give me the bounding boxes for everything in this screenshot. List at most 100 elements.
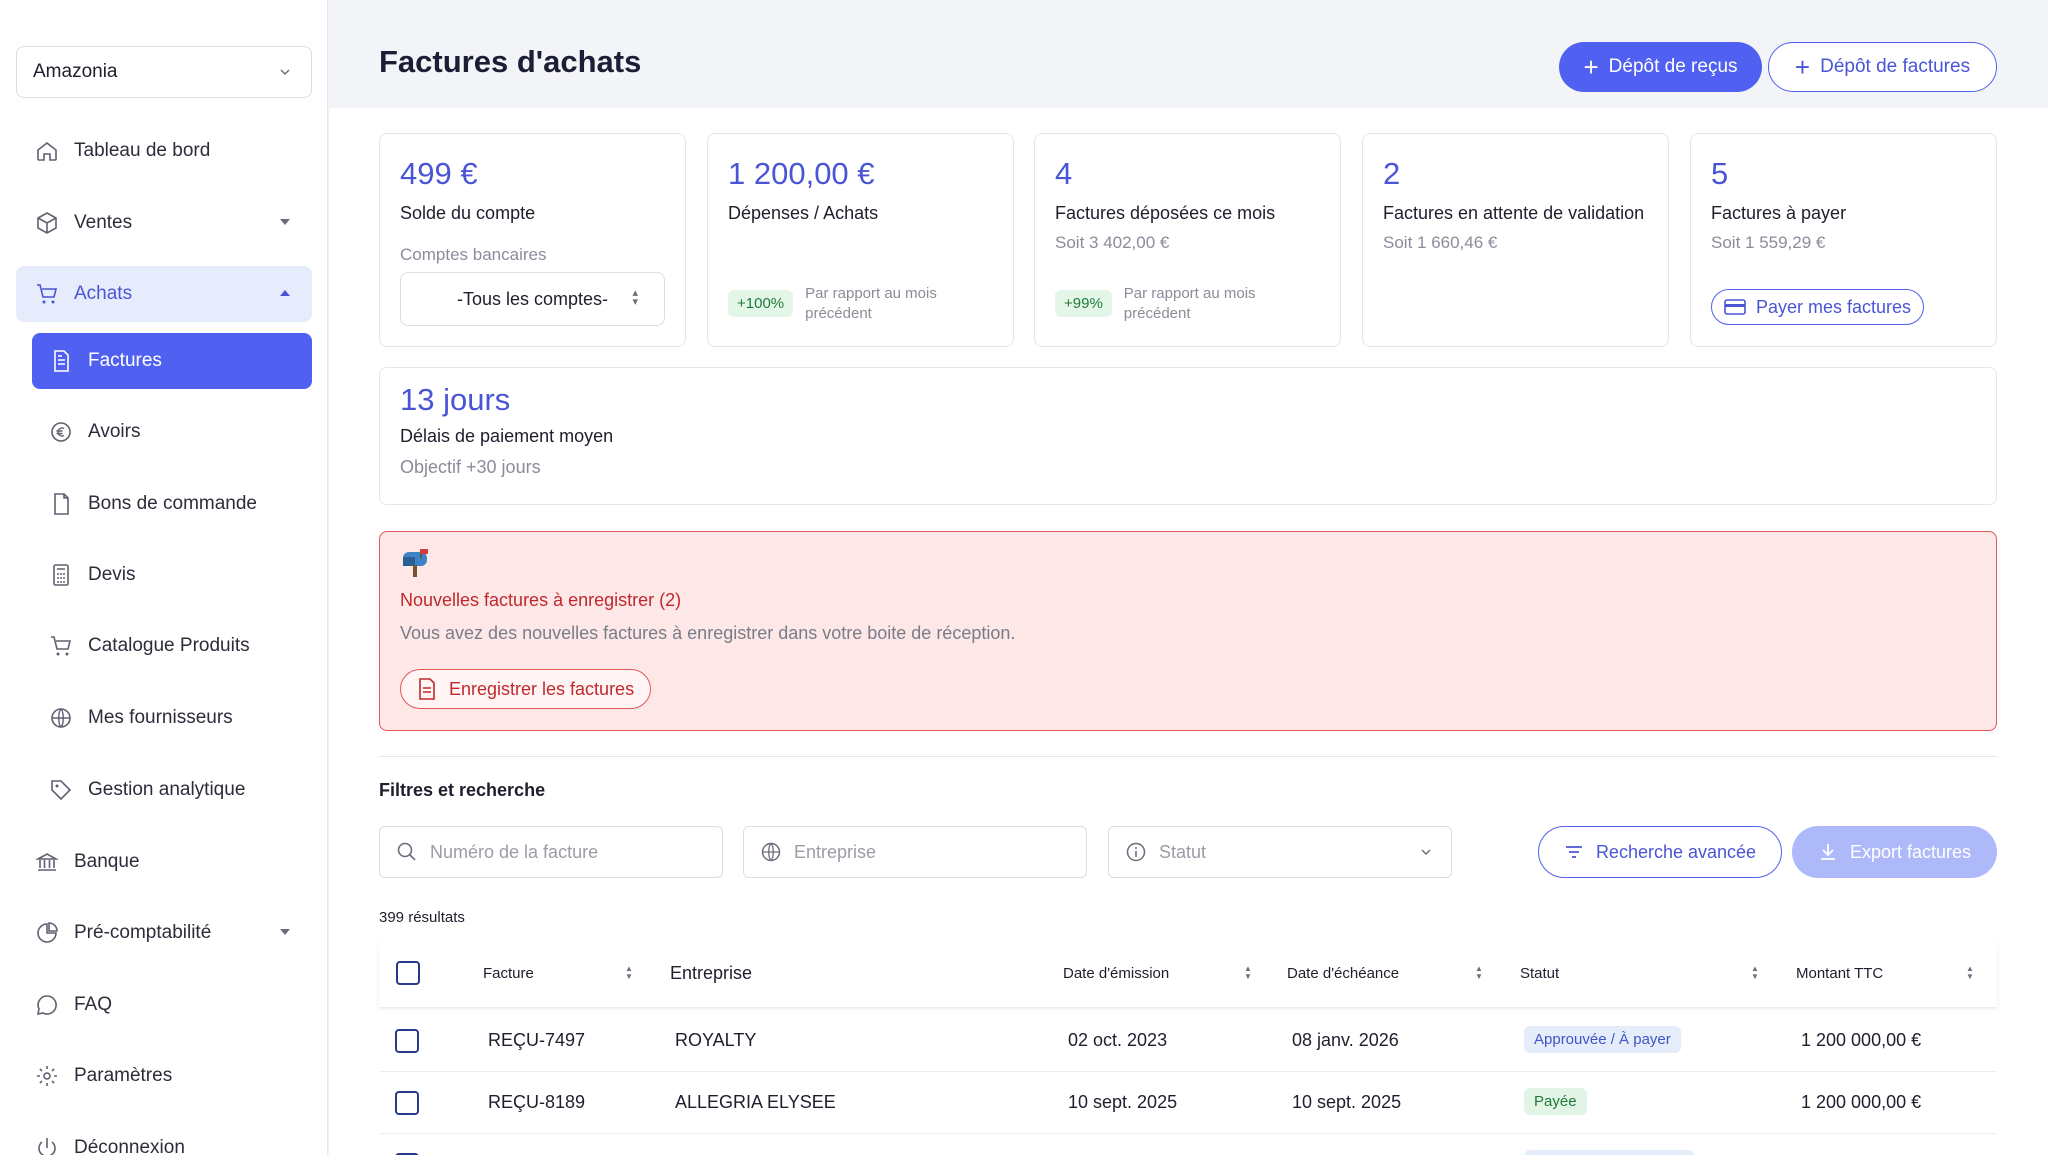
spending-value: 1 200,00 € (728, 156, 875, 191)
export-invoices-button[interactable]: Export factures (1792, 826, 1997, 878)
table-row[interactable]: REÇU-7497 ROYALTY 02 oct. 2023 08 janv. … (379, 1010, 1997, 1072)
invoice-number[interactable]: REÇU-7497 (488, 1030, 586, 1050)
col-status[interactable]: Statut (1520, 965, 1560, 982)
sort-icon[interactable]: ▲ ▼ (1751, 964, 1759, 981)
sidebar-item-bank[interactable]: Banque (16, 834, 312, 890)
invoice-number[interactable]: REÇU-8189 (488, 1092, 586, 1112)
pending-label: Factures en attente de validation (1383, 203, 1645, 223)
due-date: 10 sept. 2025 (1292, 1092, 1402, 1112)
sidebar-item-quotes[interactable]: Devis (32, 547, 328, 603)
sidebar-item-analytics[interactable]: Gestion analytique (32, 762, 328, 818)
comparison-text: Par rapport au mois précédent (1123, 284, 1256, 322)
bank-icon (34, 849, 60, 875)
sidebar-item-purchases[interactable]: Achats (16, 266, 312, 322)
status-select[interactable]: Statut (1108, 826, 1452, 878)
company-search[interactable]: Entreprise (743, 826, 1087, 878)
sidebar-item-invoices[interactable]: Factures (32, 333, 312, 389)
euro-circle-icon (48, 419, 74, 445)
page-title: Factures d'achats (379, 44, 642, 79)
col-issue-date[interactable]: Date d'émission (1063, 965, 1170, 982)
upload-receipts-button[interactable]: + Dépôt de reçus (1559, 42, 1762, 92)
issue-date: 02 oct. 2023 (1068, 1030, 1168, 1050)
sort-icon[interactable]: ▲ ▼ (1475, 964, 1483, 981)
table-header: Facture ▲ ▼ Entreprise Date d'émission ▲ ▼… (379, 938, 1997, 1008)
plus-icon: + (1583, 52, 1599, 82)
sidebar-item-pre-accounting[interactable]: Pré-comptabilité (16, 905, 312, 961)
payment-delay-target: Objectif +30 jours (400, 457, 541, 477)
invoice-icon (48, 348, 74, 374)
company-name: ALLEGRIA ELYSEE (675, 1092, 836, 1112)
chat-icon (34, 992, 60, 1018)
alert-title: Nouvelles factures à enregistrer (2) (400, 590, 682, 610)
sort-icon[interactable]: ▲ ▼ (1244, 964, 1252, 981)
organization-name: Amazonia (33, 61, 118, 82)
payment-delay-card: 13 jours Délais de paiement moyen Object… (379, 367, 1997, 505)
balance-card: 499 € Solde du compte Comptes bancaires … (379, 133, 686, 347)
filters-title: Filtres et recherche (379, 780, 546, 800)
invoice-number-search[interactable]: Numéro de la facture (379, 826, 723, 878)
bank-account-select[interactable]: -Tous les comptes- ▴ ▾ (400, 272, 665, 326)
pending-value: 2 (1383, 156, 1401, 191)
cart-icon (48, 633, 74, 659)
amount: 1 200 000,00 € (1801, 1030, 1922, 1050)
col-due-date[interactable]: Date d'échéance (1287, 965, 1400, 982)
payment-delay-value: 13 jours (400, 382, 511, 417)
globe-icon (48, 705, 74, 731)
spending-card: 1 200,00 € Dépenses / Achats +100% Par r… (707, 133, 1014, 347)
col-invoice[interactable]: Facture (483, 965, 534, 982)
sidebar-item-logout[interactable]: Déconnexion (16, 1120, 312, 1155)
row-checkbox[interactable] (395, 1091, 419, 1115)
new-invoices-alert: Nouvelles factures à enregistrer (2) Vou… (379, 531, 1997, 731)
box-icon (34, 210, 60, 236)
alert-description: Vous avez des nouvelles factures à enreg… (400, 623, 1016, 643)
comparison-text: Par rapport au mois précédent (805, 284, 937, 322)
col-company[interactable]: Entreprise (670, 963, 753, 983)
spending-label: Dépenses / Achats (728, 203, 879, 223)
sidebar-item-product-catalog[interactable]: Catalogue Produits (32, 618, 328, 674)
table-row[interactable] (379, 1134, 1997, 1155)
amount: 1 200 000,00 € (1801, 1092, 1922, 1112)
delta-badge: +100% (728, 290, 794, 318)
row-checkbox[interactable] (395, 1029, 419, 1053)
status-badge: Payée (1524, 1088, 1587, 1115)
row-checkbox[interactable] (395, 1153, 419, 1155)
status-badge (1524, 1150, 1694, 1155)
payment-delay-label: Délais de paiement moyen (400, 426, 614, 446)
sidebar-item-suppliers[interactable]: Mes fournisseurs (32, 690, 328, 746)
upload-invoices-button[interactable]: + Dépôt de factures (1768, 42, 1997, 92)
advanced-search-button[interactable]: Recherche avancée (1538, 826, 1782, 878)
to-pay-sub: Soit 1 559,29 € (1711, 233, 1826, 252)
status-badge: Approuvée / À payer (1524, 1026, 1681, 1053)
sidebar-item-settings[interactable]: Paramètres (16, 1048, 312, 1104)
info-icon (1126, 842, 1146, 862)
company-name: ROYALTY (675, 1030, 757, 1050)
sidebar-item-faq[interactable]: FAQ (16, 977, 312, 1033)
invoice-icon (419, 678, 435, 700)
document-icon (48, 491, 74, 517)
pay-invoices-button[interactable]: Payer mes factures (1711, 289, 1925, 325)
sort-icon[interactable]: ▲ ▼ (1966, 964, 1974, 981)
to-pay-value: 5 (1711, 156, 1729, 191)
issue-date: 10 sept. 2025 (1068, 1092, 1178, 1112)
sidebar-item-sales[interactable]: Ventes (16, 195, 312, 251)
to-pay-card: 5 Factures à payer Soit 1 559,29 € Payer… (1690, 133, 1997, 347)
delta-badge: +99% (1055, 290, 1112, 318)
select-all-checkbox[interactable] (396, 961, 420, 985)
col-amount[interactable]: Montant TTC (1796, 965, 1884, 982)
caret-down-icon (280, 929, 290, 935)
table-row[interactable]: REÇU-8189 ALLEGRIA ELYSEE 10 sept. 2025 … (379, 1072, 1997, 1134)
organization-select[interactable]: Amazonia (16, 46, 312, 98)
sort-icon[interactable]: ▲ ▼ (625, 964, 633, 981)
sidebar-item-purchase-orders[interactable]: Bons de commande (32, 476, 328, 532)
bank-accounts-label: Comptes bancaires (400, 245, 547, 264)
sidebar-item-dashboard[interactable]: Tableau de bord (16, 123, 312, 179)
sidebar-item-credit-notes[interactable]: Avoirs (32, 404, 328, 460)
download-icon (1820, 844, 1835, 860)
plus-icon: + (1794, 52, 1811, 82)
register-invoices-button[interactable]: Enregistrer les factures (400, 669, 652, 709)
sort-updown-icon: ▴ ▾ (632, 287, 638, 308)
chevron-down-icon (280, 69, 290, 76)
pending-card: 2 Factures en attente de validation Soit… (1362, 133, 1669, 347)
pie-chart-icon (34, 920, 60, 946)
tag-icon (48, 777, 74, 803)
